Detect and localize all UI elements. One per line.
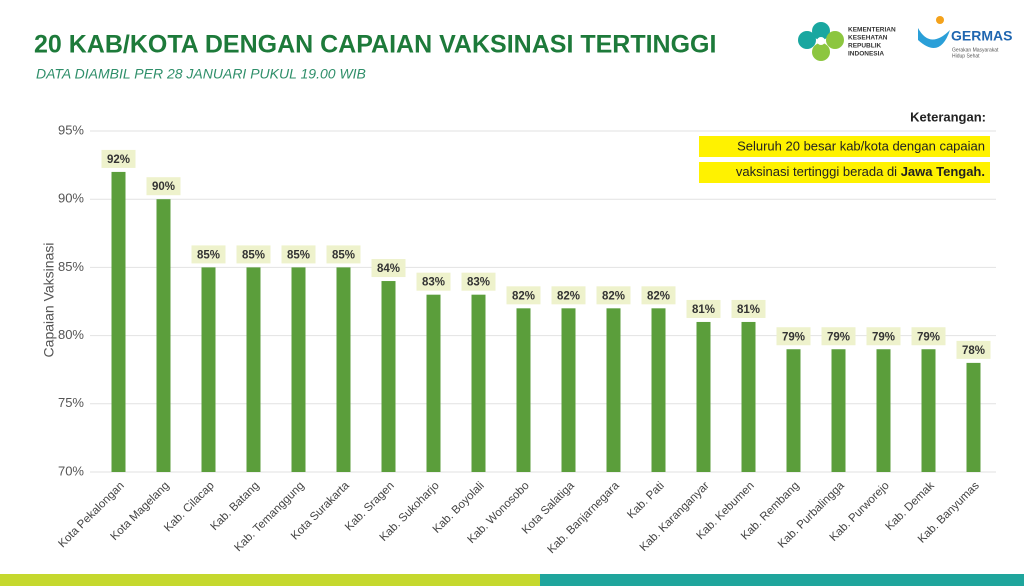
value-label-bg	[866, 327, 901, 346]
chart-subtitle: DATA DIAMBIL PER 28 JANUARI PUKUL 19.00 …	[36, 66, 366, 82]
bar	[921, 349, 936, 472]
bar	[111, 171, 126, 473]
value-label-bg	[956, 340, 991, 359]
bar	[606, 308, 621, 472]
y-tick-label: 85%	[58, 259, 84, 274]
bar	[876, 349, 891, 472]
value-label-bg	[461, 272, 496, 291]
value-label: 85%	[287, 249, 310, 261]
value-label: 79%	[827, 331, 850, 343]
bar	[966, 362, 981, 472]
value-label: 81%	[692, 304, 715, 316]
bar	[246, 267, 261, 472]
note-title: Keterangan:	[910, 109, 986, 124]
logo-text: KESEHATAN	[848, 35, 888, 42]
bar	[696, 321, 711, 472]
logo-text: REPUBLIK	[848, 43, 882, 50]
value-label: 85%	[242, 249, 265, 261]
bar	[336, 267, 351, 472]
chart-title: 20 KAB/KOTA DENGAN CAPAIAN VAKSINASI TER…	[34, 31, 716, 59]
logo-text: Gerakan Masyarakat	[952, 47, 999, 53]
y-tick-label: 80%	[58, 327, 84, 342]
bar	[156, 199, 171, 472]
value-label-bg	[911, 327, 946, 346]
y-tick-label: 70%	[58, 463, 84, 478]
value-label-bg	[551, 286, 586, 305]
y-tick-label: 90%	[58, 191, 84, 206]
value-label-bg	[641, 286, 676, 305]
logo-text: Hidup Sehat	[952, 53, 980, 59]
value-label-bg	[596, 286, 631, 305]
value-label: 85%	[332, 249, 355, 261]
bar	[741, 321, 756, 472]
bar	[471, 294, 486, 472]
value-label-bg	[416, 272, 451, 291]
footer-stripe	[540, 574, 1024, 586]
bar	[381, 281, 396, 472]
value-label-bg	[146, 177, 181, 196]
value-label: 83%	[422, 277, 445, 289]
value-label: 85%	[197, 249, 220, 261]
value-label: 82%	[602, 290, 625, 302]
bar	[786, 349, 801, 472]
value-label: 82%	[557, 290, 580, 302]
value-label: 90%	[152, 181, 175, 193]
value-label: 79%	[872, 331, 895, 343]
value-label-bg	[686, 299, 721, 318]
logo-text: INDONESIA	[848, 51, 884, 58]
bar	[561, 308, 576, 472]
note-text: vaksinasi tertinggi berada di	[736, 164, 897, 179]
bar	[426, 294, 441, 472]
note-text: Seluruh 20 besar kab/kota dengan capaian	[737, 138, 985, 153]
bar	[201, 267, 216, 472]
y-tick-label: 75%	[58, 395, 84, 410]
value-label: 78%	[962, 345, 985, 357]
note-highlight	[699, 136, 990, 157]
y-axis-label: Capaian Vaksinasi	[41, 243, 57, 358]
value-label: 92%	[107, 154, 130, 166]
value-label: 79%	[782, 331, 805, 343]
value-label: 84%	[377, 263, 400, 275]
logo-text: KEMENTERIAN	[848, 27, 896, 34]
value-label-bg	[101, 149, 136, 168]
value-label-bg	[191, 245, 226, 264]
footer-stripe	[0, 574, 540, 586]
kemenkes-logo: KEMENTERIAN KESEHATAN REPUBLIK INDONESIA	[798, 22, 896, 61]
value-label: 79%	[917, 331, 940, 343]
value-label-bg	[506, 286, 541, 305]
value-label-bg	[281, 245, 316, 264]
value-label-bg	[776, 327, 811, 346]
logo-text: GERMAS	[951, 28, 1012, 44]
germas-logo: GERMAS Gerakan Masyarakat Hidup Sehat	[918, 16, 1012, 59]
value-label-bg	[371, 259, 406, 278]
note-emphasis: Jawa Tengah.	[901, 164, 985, 179]
y-tick-label: 95%	[58, 122, 84, 137]
value-label: 83%	[467, 277, 490, 289]
value-label: 82%	[647, 290, 670, 302]
bar	[831, 349, 846, 472]
value-label-bg	[731, 299, 766, 318]
bar	[651, 308, 666, 472]
value-label: 82%	[512, 290, 535, 302]
bar	[291, 267, 306, 472]
value-label-bg	[236, 245, 271, 264]
value-label-bg	[821, 327, 856, 346]
value-label: 81%	[737, 304, 760, 316]
note-text: vaksinasi tertinggi berada di Jawa Tenga…	[736, 164, 985, 179]
bar	[516, 308, 531, 472]
note-highlight	[699, 162, 990, 183]
value-label-bg	[326, 245, 361, 264]
